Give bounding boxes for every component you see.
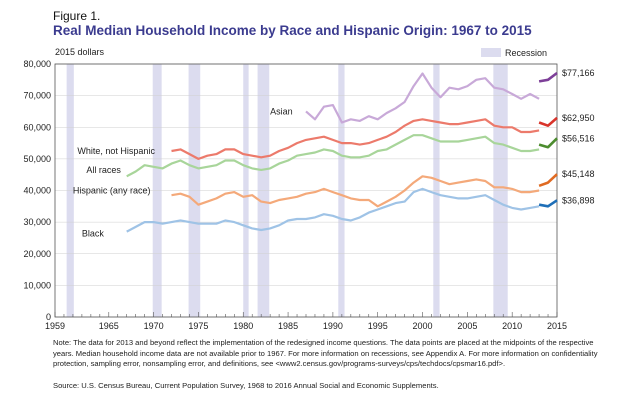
grid-lines	[55, 63, 557, 318]
x-tick-label: 2000	[413, 321, 433, 331]
x-tick-label: 1995	[368, 321, 388, 331]
axes: 0 10,000 20,000 30,000 40,000 50,000 60,000 70,…	[23, 59, 567, 331]
x-tick-label: 1980	[233, 321, 253, 331]
series-lines	[126, 71, 558, 233]
end-value-label-white-not-hispanic: $62,950	[562, 113, 595, 123]
x-tick-label: 2005	[457, 321, 477, 331]
y-tick-label: 70,000	[23, 91, 51, 101]
legend-label-recession: Recession	[505, 48, 547, 58]
series-line-asian	[305, 72, 540, 124]
series-line-redesigned-all-races	[538, 137, 558, 149]
y-tick-label: 30,000	[23, 217, 51, 227]
series-line-all-races	[126, 134, 540, 178]
x-tick-label: 2010	[502, 321, 522, 331]
series-label-asian: Asian	[270, 107, 293, 117]
figure-label: Figure 1.	[53, 9, 101, 23]
note-text: Note: The data for 2013 and beyond refle…	[53, 338, 598, 369]
series-line-redesigned-white-not-hispanic	[538, 116, 558, 127]
y-tick-label: 40,000	[23, 186, 51, 196]
x-tick-label: 1959	[45, 321, 65, 331]
x-tick-label: 1975	[188, 321, 208, 331]
y-tick-label: 20,000	[23, 249, 51, 259]
y-tick-label: 60,000	[23, 122, 51, 132]
series-line-redesigned-hispanic-any-race	[538, 173, 558, 188]
series-label-white-not-hispanic: White, not Hispanic	[77, 146, 155, 156]
chart-title: Real Median Household Income by Race and…	[53, 23, 532, 38]
series-label-hispanic-any-race: Hispanic (any race)	[73, 186, 151, 196]
series-label-black: Black	[82, 228, 105, 238]
series-line-white-not-hispanic	[171, 118, 540, 160]
x-tick-label: 1985	[278, 321, 298, 331]
y-axis-label: 2015 dollars	[55, 47, 105, 57]
end-value-label-black: $36,898	[562, 195, 595, 205]
chart-source: Source: U.S. Census Bureau, Current Popu…	[53, 381, 439, 390]
series-labels: $77,166 Asian $62,950 White, not Hispanic $5…	[73, 68, 595, 238]
legend: Recession	[481, 48, 547, 58]
x-tick-label: 1990	[323, 321, 343, 331]
y-tick-label: 80,000	[23, 59, 51, 69]
legend-swatch-recession	[481, 48, 501, 57]
y-tick-label: 10,000	[23, 280, 51, 290]
chart-note: Note: The data for 2013 and beyond refle…	[53, 338, 613, 370]
end-value-label-all-races: $56,516	[562, 133, 595, 143]
series-label-all-races: All races	[86, 165, 121, 175]
x-tick-label: 1970	[144, 321, 164, 331]
x-tick-label: 1965	[99, 321, 119, 331]
end-value-label-asian: $77,166	[562, 68, 595, 78]
series-line-redesigned-black	[538, 199, 558, 208]
series-line-hispanic-any-race	[171, 175, 540, 208]
end-value-label-hispanic-any-race: $45,148	[562, 169, 595, 179]
y-tick-label: 0	[46, 312, 51, 322]
x-tick-label: 2015	[547, 321, 567, 331]
y-tick-label: 50,000	[23, 154, 51, 164]
series-line-black	[126, 187, 540, 233]
series-line-redesigned-asian	[538, 71, 558, 83]
